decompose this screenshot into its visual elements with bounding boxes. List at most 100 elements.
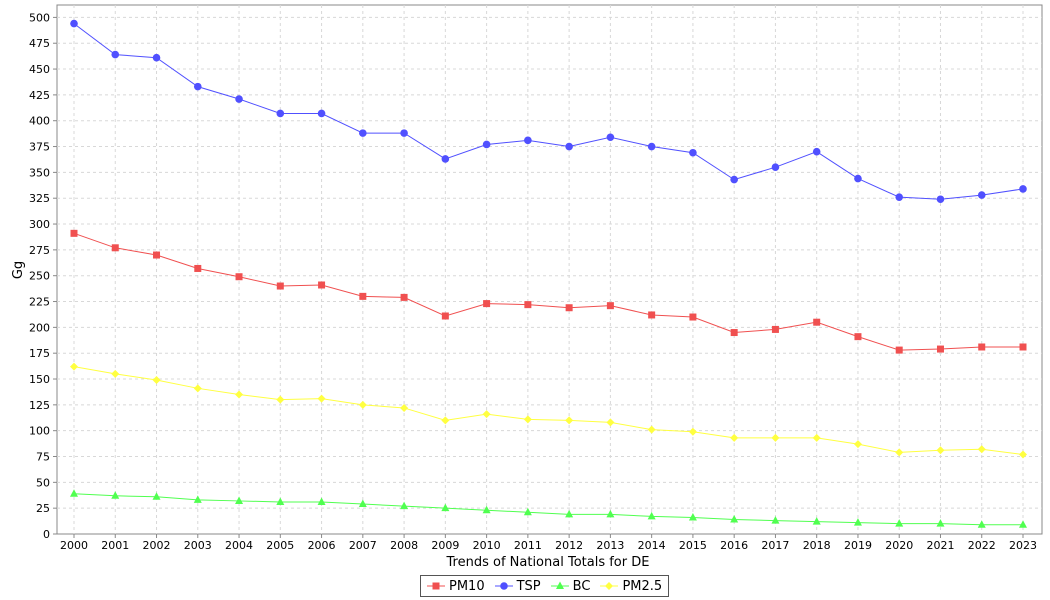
data-point-pm10 [606,302,614,310]
data-point-bc [936,519,945,527]
data-point-bc [977,520,986,528]
y-tick-label: 250 [29,270,50,283]
x-axis-title: Trends of National Totals for DE [446,555,650,570]
data-point-tsp [152,53,161,62]
series-line-tsp [73,23,1024,200]
legend-label: TSP [516,578,541,594]
data-point-bc [555,581,564,589]
data-point-bc [482,505,491,514]
x-tick-label: 2023 [1009,539,1037,552]
data-point-pm10 [730,329,738,337]
x-tick-label: 2016 [720,539,748,552]
y-tick-label: 375 [29,141,50,154]
data-point-pm10 [978,343,986,351]
data-point-pm10 [318,281,326,289]
legend-swatch-pm25 [600,582,619,590]
data-point-tsp [689,148,697,157]
data-point-pm25 [152,376,161,385]
data-point-tsp [977,191,986,199]
data-point-bc [400,501,409,510]
y-tick-label: 125 [29,399,50,412]
data-point-tsp [565,142,573,151]
y-tick-label: 300 [29,218,50,231]
data-point-pm10 [276,282,284,290]
data-point-bc [317,497,326,505]
data-point-bc [276,497,285,505]
legend-item-bc: BC [550,578,591,594]
data-point-pm25 [565,416,574,425]
data-point-pm25 [605,582,614,590]
x-tick-label: 2009 [431,539,459,552]
x-tick-label: 2006 [308,539,336,552]
data-point-tsp [70,19,78,28]
data-point-bc [606,509,615,518]
data-point-pm25 [70,362,78,371]
data-point-bc [358,499,367,508]
grid-lines [57,5,1042,534]
data-point-pm25 [606,418,615,427]
y-tick-label: 400 [29,115,50,128]
data-point-bc [441,503,450,512]
x-tick-label: 2008 [390,539,418,552]
data-point-pm25 [235,390,244,399]
x-tick-label: 2018 [803,539,831,552]
data-point-pm25 [400,403,409,412]
data-point-pm10 [441,312,449,320]
x-tick-label: 2019 [844,539,872,552]
legend-label: BC [572,578,591,594]
y-tick-label: 425 [29,89,50,102]
y-tick-label: 275 [29,244,50,257]
legend-swatch-tsp [494,582,513,590]
data-point-tsp [400,129,408,137]
line-chart: 0 25 50 75 100 125 150 175 200 225 250 275 300 325 350… [11,4,1043,570]
data-point-pm10 [689,313,697,321]
data-point-pm10 [153,251,161,259]
data-point-pm25 [276,395,285,404]
data-point-bc [688,512,697,521]
data-point-bc [193,495,202,503]
data-point-bc [895,519,904,527]
y-tick-label: 150 [29,373,50,386]
y-tick-label: 225 [29,296,50,309]
series-line-pm25 [73,366,1024,455]
data-point-bc [812,517,821,525]
data-point-pm25 [1019,450,1027,459]
x-tick-label: 2000 [60,539,88,552]
series-line-pm10 [73,232,1023,351]
x-tick-label: 2022 [968,539,996,552]
data-point-tsp [111,50,120,59]
y-tick-label: 325 [29,192,50,205]
x-tick-label: 2003 [184,539,212,552]
data-point-pm10 [1019,343,1027,351]
data-point-tsp [524,136,532,145]
legend-swatch-bc [550,581,569,589]
y-tick-label: 350 [29,166,50,179]
series-bc [70,489,1027,528]
data-point-pm25 [358,400,367,409]
data-point-pm25 [193,384,202,393]
x-tick-label: 2001 [101,539,129,552]
data-point-pm10 [813,318,821,326]
data-point-tsp [854,174,862,183]
data-point-pm10 [432,582,440,590]
data-point-pm10 [524,301,532,309]
x-tick-label: 2013 [596,539,624,552]
data-point-pm10 [111,244,119,252]
y-tick-label: 100 [29,425,50,438]
series-pm25 [70,362,1027,459]
data-point-pm25 [441,416,450,425]
data-point-tsp [936,195,945,204]
legend-label: PM10 [449,578,485,594]
y-tick-label: 450 [29,63,50,76]
series-pm10 [70,229,1027,354]
data-point-tsp [482,140,491,149]
x-tick-label: 2010 [473,539,501,552]
data-point-bc [771,516,780,524]
data-point-tsp [1019,185,1027,193]
data-point-pm10 [565,304,573,312]
data-point-pm25 [317,394,326,403]
y-tick-label: 500 [29,11,50,24]
data-point-pm25 [853,440,862,449]
data-point-bc [235,496,244,504]
data-point-pm25 [730,433,739,442]
